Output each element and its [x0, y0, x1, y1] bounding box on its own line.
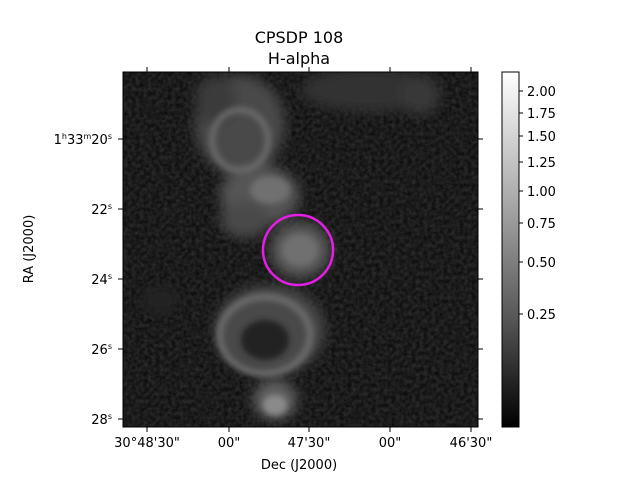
colorbar-tick-label: 1.75 — [527, 107, 556, 122]
y-tick-label: 22s — [91, 202, 112, 218]
x-tick-label: 00" — [218, 436, 241, 451]
colorbar-tick-label: 1.00 — [527, 185, 556, 200]
x-axis-label: Dec (J2000) — [261, 458, 337, 473]
x-tick-marks — [146, 67, 472, 432]
region-circle-marker — [261, 213, 335, 287]
x-tick-label: 47'30" — [288, 436, 331, 451]
x-tick-label: 00" — [379, 436, 402, 451]
colorbar-tick-label: 0.25 — [527, 308, 556, 323]
colorbar-tick-marks — [519, 90, 523, 315]
nebula-structure — [209, 107, 318, 415]
colorbar-tick-label: 2.00 — [527, 85, 556, 100]
y-tick-marks — [118, 138, 483, 420]
figure-title: CPSDP 108 — [255, 28, 344, 47]
colorbar — [501, 71, 520, 428]
h-alpha-image — [123, 72, 478, 427]
y-tick-label: 28s — [91, 412, 112, 428]
y-axis-label: RA (J2000) — [22, 215, 37, 284]
y-tick-label: 24s — [91, 272, 112, 288]
image-frame — [122, 71, 479, 428]
x-tick-label: 30°48'30" — [114, 436, 180, 451]
y-tick-label: 26s — [91, 342, 112, 358]
colorbar-tick-label: 1.25 — [527, 156, 556, 171]
colorbar-tick-label: 0.75 — [527, 217, 556, 232]
colorbar-tick-label: 1.50 — [527, 130, 556, 145]
figure-subtitle: H-alpha — [268, 49, 330, 68]
x-tick-label: 46'30" — [450, 436, 493, 451]
y-tick-label: 1h33m20s — [54, 132, 112, 148]
colorbar-tick-label: 0.50 — [527, 256, 556, 271]
